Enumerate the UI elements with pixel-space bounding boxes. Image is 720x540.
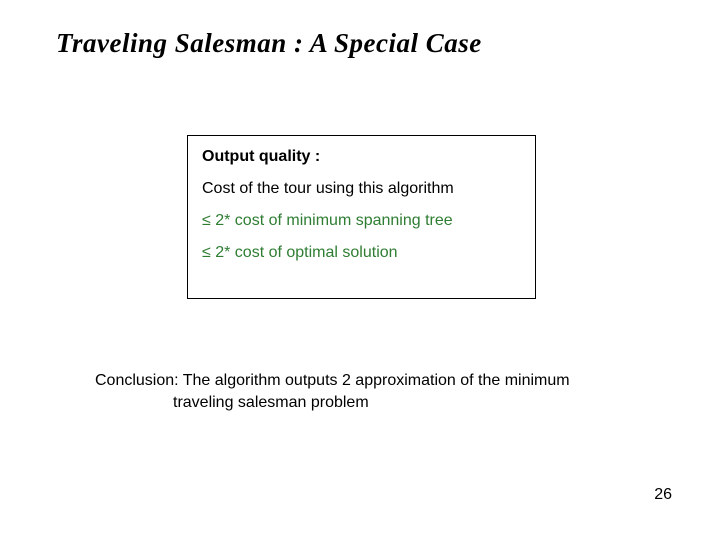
box-line-mst-text: 2* cost of minimum spanning tree	[211, 212, 453, 229]
leq-symbol: ≤	[202, 244, 211, 261]
slide: Traveling Salesman : A Special Case Outp…	[0, 0, 720, 540]
conclusion-line2: traveling salesman problem	[95, 392, 635, 414]
box-line-leq-mst: ≤ 2* cost of minimum spanning tree	[202, 212, 523, 230]
leq-symbol: ≤	[202, 212, 211, 229]
box-line-leq-optimal: ≤ 2* cost of optimal solution	[202, 244, 523, 262]
output-quality-box: Output quality : Cost of the tour using …	[187, 135, 536, 299]
conclusion-line1: Conclusion: The algorithm outputs 2 appr…	[95, 372, 570, 389]
box-heading: Output quality :	[202, 148, 523, 166]
box-line-cost: Cost of the tour using this algorithm	[202, 180, 523, 198]
box-line-optimal-text: 2* cost of optimal solution	[211, 244, 398, 261]
page-number: 26	[654, 486, 672, 504]
slide-title: Traveling Salesman : A Special Case	[56, 28, 482, 59]
conclusion-text: Conclusion: The algorithm outputs 2 appr…	[95, 370, 635, 413]
